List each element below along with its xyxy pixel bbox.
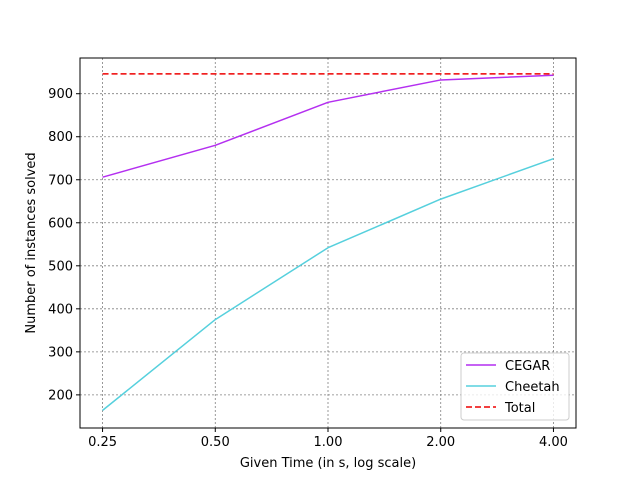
legend: CEGAR Cheetah Total <box>460 352 570 421</box>
legend-label-cegar: CEGAR <box>505 359 550 374</box>
x-tick-label: 4.00 <box>539 435 568 450</box>
ticks: 0.25 0.50 1.00 2.00 4.00 200 300 400 500 600 700 80… <box>48 87 568 450</box>
legend-box <box>460 352 570 421</box>
y-tick-label: 200 <box>48 388 73 403</box>
x-tick-label: 1.00 <box>314 435 343 450</box>
x-axis-label: Given Time (in s, log scale) <box>240 456 416 471</box>
y-tick-label: 900 <box>48 87 73 102</box>
x-tick-label: 0.50 <box>201 435 230 450</box>
x-tick-label: 0.25 <box>88 435 117 450</box>
y-axis-label: Number of instances solved <box>24 152 39 333</box>
y-tick-label: 500 <box>48 259 73 274</box>
y-tick-label: 600 <box>48 216 73 231</box>
legend-label-total: Total <box>504 401 535 416</box>
legend-label-cheetah: Cheetah <box>505 380 560 395</box>
y-tick-label: 300 <box>48 345 73 360</box>
y-tick-label: 800 <box>48 130 73 145</box>
y-tick-label: 400 <box>48 302 73 317</box>
y-tick-label: 700 <box>48 173 73 188</box>
x-tick-label: 2.00 <box>426 435 455 450</box>
series-layer <box>102 73 554 411</box>
